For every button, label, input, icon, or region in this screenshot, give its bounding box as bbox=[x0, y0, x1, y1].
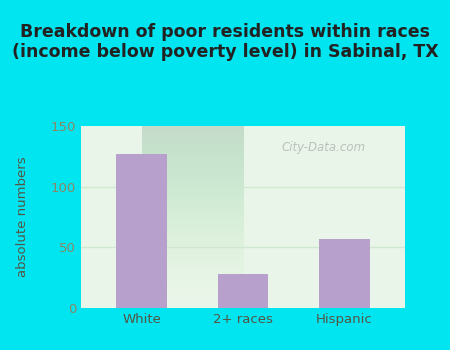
Text: absolute numbers: absolute numbers bbox=[16, 157, 29, 277]
Text: City-Data.com: City-Data.com bbox=[282, 141, 366, 154]
Bar bbox=[218, 274, 268, 308]
Bar bbox=[117, 154, 167, 308]
Text: Breakdown of poor residents within races
(income below poverty level) in Sabinal: Breakdown of poor residents within races… bbox=[12, 23, 438, 61]
Bar bbox=[319, 239, 369, 308]
